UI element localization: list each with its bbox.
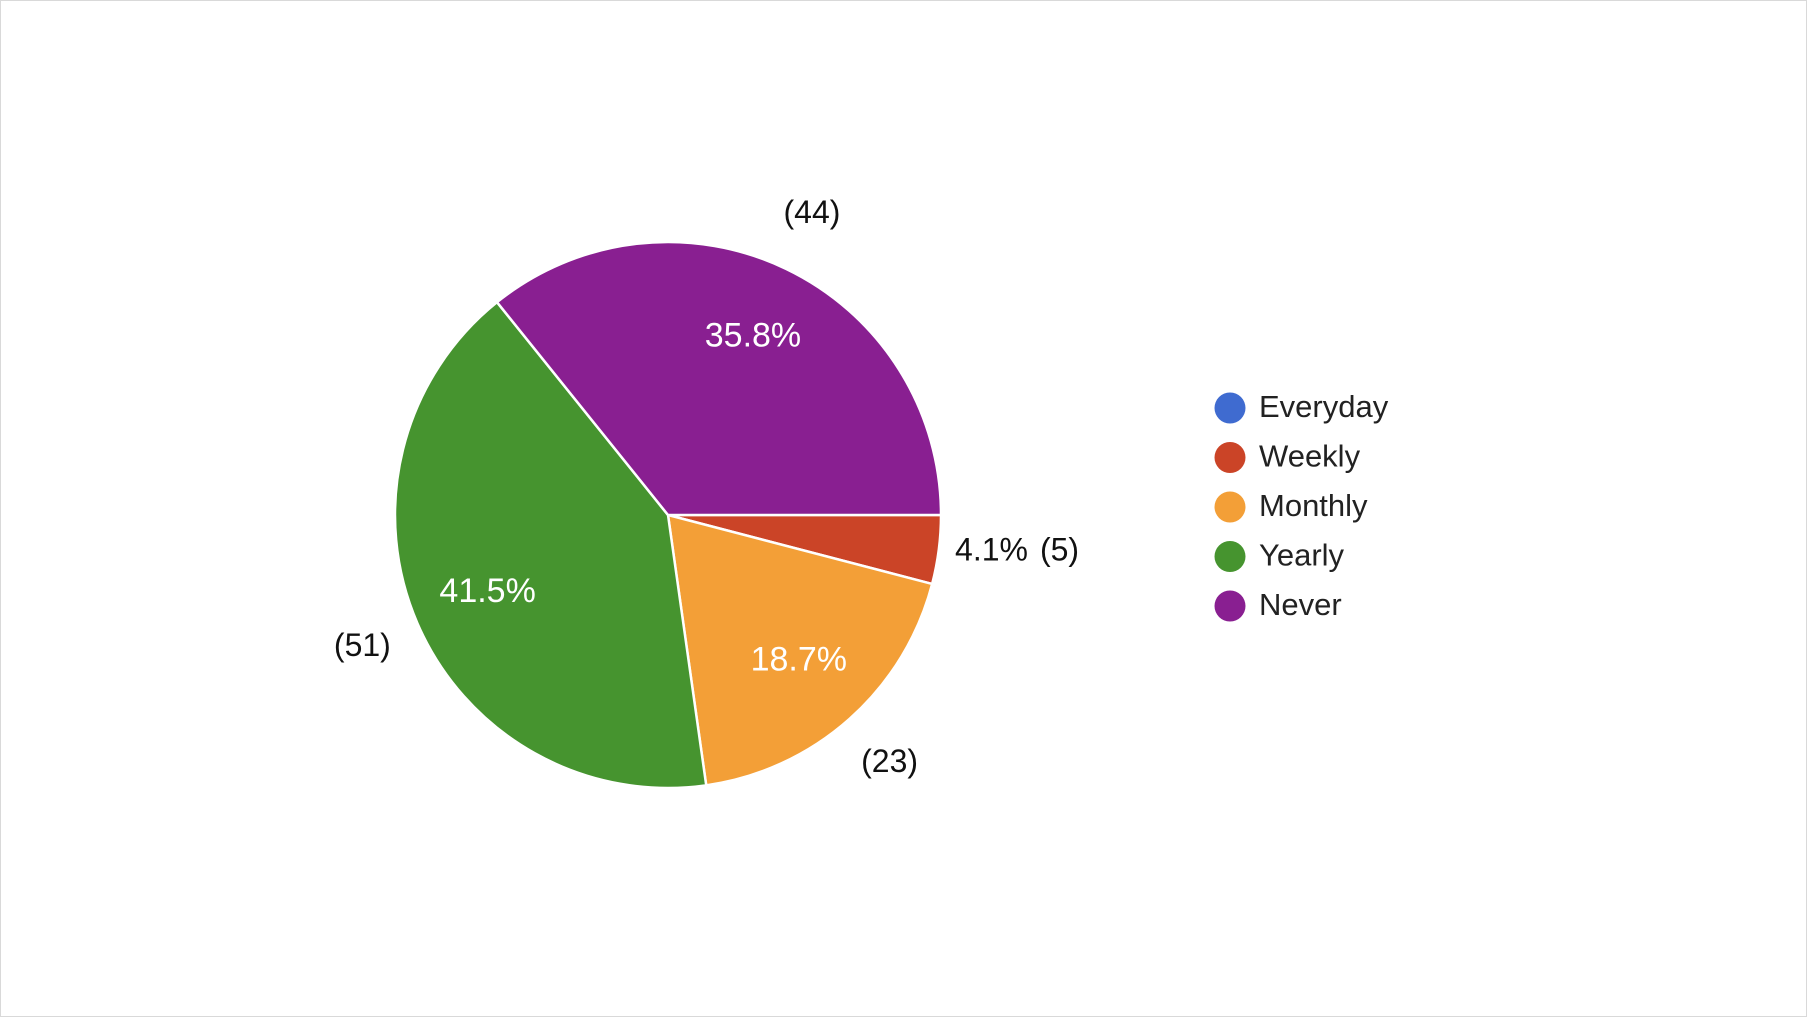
legend-swatch — [1214, 392, 1246, 424]
value-label: (44) — [784, 194, 841, 230]
legend-label: Monthly — [1259, 488, 1368, 523]
legend-swatch — [1214, 541, 1246, 572]
pie-slice — [393, 300, 708, 790]
value-label: (51) — [334, 627, 391, 663]
legend-label: Yearly — [1259, 538, 1345, 573]
legend-swatch — [1214, 590, 1246, 622]
value-label: (23) — [861, 743, 918, 779]
value-label: (5) — [1040, 531, 1079, 567]
pie-slice — [666, 513, 934, 787]
pie-slice — [495, 240, 943, 517]
percent-label: 35.8% — [705, 317, 801, 355]
legend-label: Weekly — [1259, 439, 1361, 474]
percent-label: 4.1% — [955, 531, 1028, 567]
legend-swatch — [1214, 442, 1246, 473]
percent-label: 18.7% — [751, 641, 847, 679]
legend-swatch — [1214, 491, 1246, 523]
legend-label: Never — [1259, 587, 1342, 622]
percent-label: 41.5% — [439, 572, 535, 610]
legend-label: Everyday — [1259, 389, 1389, 424]
